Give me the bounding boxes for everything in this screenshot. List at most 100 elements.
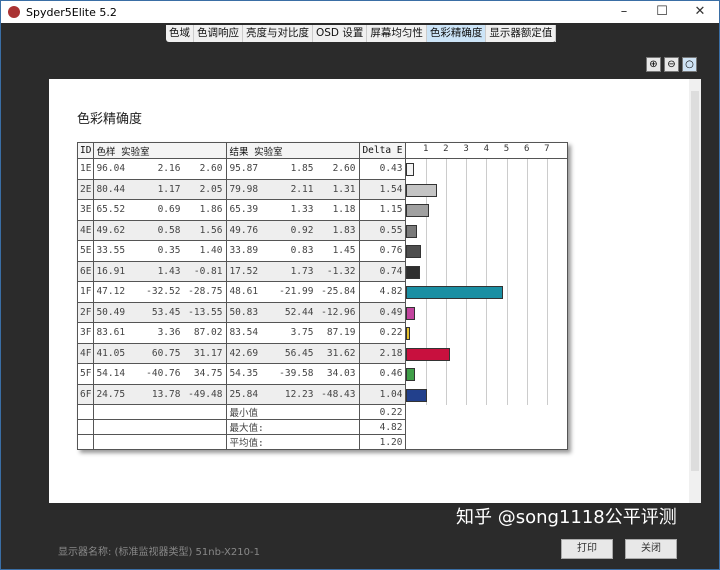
table-row: 1F 47.12 -32.52 -28.75 48.61 -21.99 -25.84 4.82 bbox=[76, 281, 568, 303]
lab-value: -21.99 bbox=[279, 286, 314, 298]
tab-5[interactable]: 色彩精确度 bbox=[426, 25, 487, 42]
lab-value: 1.18 bbox=[332, 204, 356, 216]
gridline bbox=[526, 159, 528, 405]
delta-e-bar bbox=[405, 368, 415, 381]
patch-id: 5E bbox=[76, 240, 95, 262]
sample-lab: 54.14 -40.76 34.75 bbox=[93, 363, 228, 385]
lab-value: 2.60 bbox=[199, 163, 223, 175]
empty-cell bbox=[76, 434, 95, 450]
lab-value: 1.86 bbox=[199, 204, 223, 216]
lab-value: 83.61 bbox=[96, 327, 126, 339]
patch-id: 1E bbox=[76, 158, 95, 180]
lab-value: 50.83 bbox=[229, 306, 259, 318]
tab-6[interactable]: 显示器额定值 bbox=[486, 25, 557, 42]
delta-e-value: 1.54 bbox=[359, 178, 406, 200]
delta-e-bar bbox=[405, 347, 450, 361]
tab-2[interactable]: 亮度与对比度 bbox=[243, 25, 313, 42]
patch-id: 4F bbox=[76, 342, 95, 364]
delta-e-bar bbox=[405, 306, 416, 320]
delta-e-value: 0.55 bbox=[359, 219, 406, 241]
maximize-button[interactable]: ☐ bbox=[656, 4, 668, 19]
lab-value: 65.39 bbox=[229, 204, 259, 216]
delta-e-bar bbox=[405, 183, 437, 197]
sample-lab: 24.75 13.78 -49.48 bbox=[93, 383, 228, 405]
table-row: 5F 54.14 -40.76 34.75 54.35 -39.58 34.03 0.46 bbox=[76, 363, 568, 385]
lab-value: 0.58 bbox=[157, 224, 181, 236]
delta-e-value: 0.43 bbox=[359, 158, 406, 180]
lab-value: 96.04 bbox=[96, 163, 126, 175]
lab-value: 49.62 bbox=[96, 224, 126, 236]
sample-lab: 16.91 1.43 -0.81 bbox=[93, 260, 228, 282]
header-id: ID bbox=[76, 142, 95, 159]
lab-value: 0.83 bbox=[290, 245, 314, 257]
tab-1[interactable]: 色调响应 bbox=[194, 25, 243, 42]
lab-value: 1.83 bbox=[332, 224, 356, 236]
tab-0[interactable]: 色域 bbox=[166, 25, 194, 42]
summary-label: 平均值: bbox=[226, 434, 361, 450]
close-button[interactable]: ✕ bbox=[694, 4, 706, 19]
delta-e-bar bbox=[405, 286, 503, 299]
lab-value: 95.87 bbox=[229, 163, 259, 175]
lab-value: 79.98 bbox=[229, 183, 259, 195]
table-row: 2F 50.49 53.45 -13.55 50.83 52.44 -12.96 0.49 bbox=[76, 301, 568, 323]
sample-lab: 47.12 -32.52 -28.75 bbox=[93, 281, 228, 303]
delta-e-bar bbox=[405, 163, 415, 176]
lab-value: 54.14 bbox=[96, 368, 126, 380]
summary-label: 最大值: bbox=[226, 419, 361, 435]
empty-cell bbox=[76, 404, 95, 420]
lab-value: 3.36 bbox=[157, 327, 181, 339]
lab-value: 13.78 bbox=[151, 388, 181, 400]
lab-value: 49.76 bbox=[229, 224, 259, 236]
minimize-button[interactable]: – bbox=[620, 4, 628, 19]
title-bar: Spyder5Elite 5.2 – ☐ ✕ bbox=[1, 1, 719, 23]
lab-value: 1.43 bbox=[157, 265, 181, 277]
result-lab: 25.84 12.23 -48.43 bbox=[226, 383, 361, 405]
lab-value: 12.23 bbox=[284, 388, 314, 400]
header-sample: 色样 实验室 bbox=[93, 142, 228, 159]
zoom-fit-icon[interactable]: ○ bbox=[682, 57, 697, 72]
empty-cell bbox=[93, 434, 228, 450]
report-area: 色彩精确度 ID 色样 实验室 结果 实验室 Delta E 1 2 3 4 5 6 7 1… bbox=[49, 79, 701, 503]
result-lab: 65.39 1.33 1.18 bbox=[226, 199, 361, 221]
scrollbar-thumb[interactable] bbox=[691, 91, 699, 471]
sample-lab: 83.61 3.36 87.02 bbox=[93, 322, 228, 344]
empty-cell bbox=[93, 419, 228, 435]
result-lab: 17.52 1.73 -1.32 bbox=[226, 260, 361, 282]
gridline bbox=[425, 159, 427, 405]
table-row: 4E 49.62 0.58 1.56 49.76 0.92 1.83 0.55 bbox=[76, 219, 568, 241]
print-button[interactable]: 打印 bbox=[561, 539, 613, 559]
lab-value: 1.31 bbox=[332, 183, 356, 195]
lab-value: 25.84 bbox=[229, 388, 259, 400]
result-lab: 48.61 -21.99 -25.84 bbox=[226, 281, 361, 303]
scale-tick: 2 bbox=[443, 144, 449, 154]
zoom-in-icon[interactable]: ⊕ bbox=[646, 57, 661, 72]
zoom-out-icon[interactable]: ⊖ bbox=[664, 57, 679, 72]
tab-3[interactable]: OSD 设置 bbox=[313, 25, 368, 42]
delta-e-value: 2.18 bbox=[359, 342, 406, 364]
lab-value: 52.44 bbox=[284, 306, 314, 318]
delta-e-value: 1.15 bbox=[359, 199, 406, 221]
lab-value: 41.05 bbox=[96, 347, 126, 359]
lab-value: -32.52 bbox=[146, 286, 181, 298]
delta-e-bar bbox=[405, 265, 421, 279]
lab-value: 33.55 bbox=[96, 245, 126, 257]
lab-value: 0.92 bbox=[290, 224, 314, 236]
lab-value: 87.19 bbox=[326, 327, 356, 339]
sample-lab: 96.04 2.16 2.60 bbox=[93, 158, 228, 180]
lab-value: 54.35 bbox=[229, 368, 259, 380]
sample-lab: 41.05 60.75 31.17 bbox=[93, 342, 228, 364]
window-title: Spyder5Elite 5.2 bbox=[26, 5, 117, 19]
delta-e-chart bbox=[404, 158, 568, 450]
vertical-scrollbar[interactable] bbox=[689, 79, 701, 503]
lab-value: 83.54 bbox=[229, 327, 259, 339]
tab-4[interactable]: 屏幕均匀性 bbox=[367, 25, 427, 42]
lab-value: -25.84 bbox=[321, 286, 356, 298]
lab-value: 1.85 bbox=[290, 163, 314, 175]
lab-value: 16.91 bbox=[96, 265, 126, 277]
patch-id: 3E bbox=[76, 199, 95, 221]
lab-value: 1.56 bbox=[199, 224, 223, 236]
sample-lab: 65.52 0.69 1.86 bbox=[93, 199, 228, 221]
lab-value: 31.62 bbox=[326, 347, 356, 359]
sample-lab: 50.49 53.45 -13.55 bbox=[93, 301, 228, 323]
close-report-button[interactable]: 关闭 bbox=[625, 539, 677, 559]
